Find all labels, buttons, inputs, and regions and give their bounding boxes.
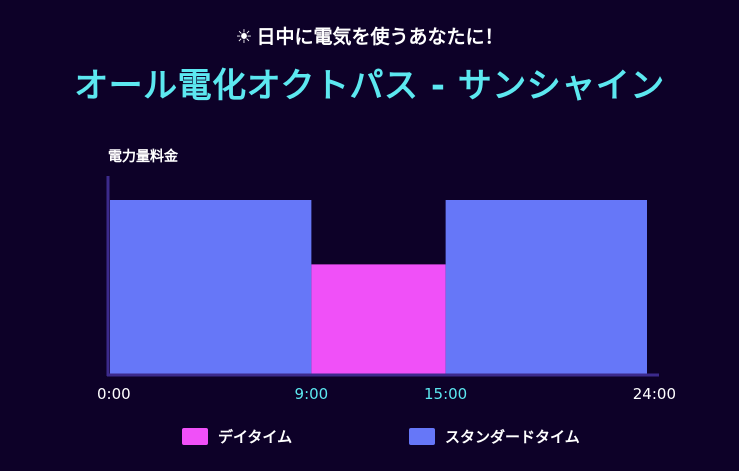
- bar-segment-0: [110, 200, 312, 374]
- sun-icon: ☀: [235, 26, 253, 48]
- x-tick-labels: 0:00 9:00 15:00 24:00: [97, 385, 676, 403]
- x-tick-label: 24:00: [633, 385, 676, 403]
- legend-item: スタンダードタイム: [409, 426, 580, 447]
- chart-title: オール電化オクトパス - サンシャイン: [74, 66, 665, 106]
- legend-label: スタンダードタイム: [445, 428, 580, 446]
- legend-swatch: [409, 428, 435, 445]
- chart-subtitle: ☀ 日中に電気を使うあなたに！: [0, 22, 739, 49]
- bars-group: [110, 200, 647, 374]
- x-tick-label: 15:00: [424, 385, 467, 403]
- subtitle-text: 日中に電気を使うあなたに！: [256, 26, 504, 48]
- bar-segment-2: [445, 200, 647, 374]
- y-axis-label: 電力量料金: [108, 149, 178, 165]
- x-tick-label: 9:00: [295, 385, 329, 403]
- legend-swatch: [182, 428, 208, 445]
- bar-segment-1: [311, 264, 446, 374]
- legend-item: デイタイム: [182, 426, 292, 447]
- legend-label: デイタイム: [218, 428, 293, 446]
- x-tick-label: 0:00: [97, 385, 131, 403]
- legend: デイタイム スタンダードタイム: [0, 426, 739, 450]
